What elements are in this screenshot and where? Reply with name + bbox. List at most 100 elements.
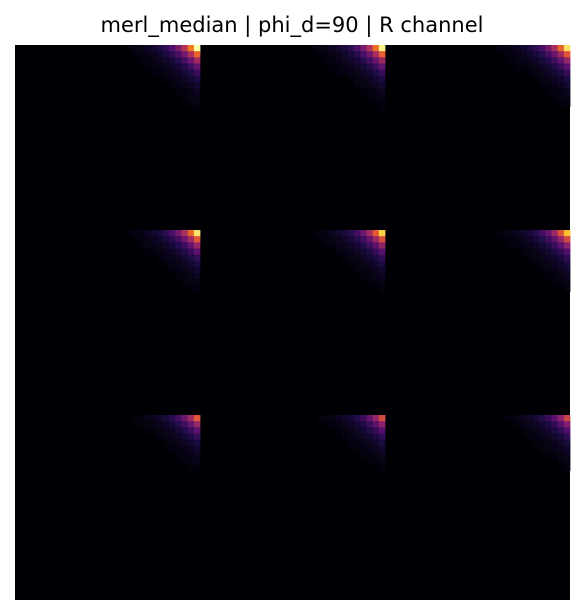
heatmap-cell [551,415,559,422]
heatmap-cell [354,427,361,434]
heatmap-cell [557,45,565,52]
heatmap-cell [181,248,189,256]
heatmap-cell [360,248,367,256]
heatmap-cell [545,267,552,274]
heatmap-cell [193,69,201,77]
heatmap-cell [533,421,540,428]
heatmap-cell [187,100,195,108]
heatmap-cell [138,57,145,64]
heatmap-cell [539,445,546,453]
heatmap-cell [539,69,546,77]
heatmap-cell [378,254,386,262]
heatmap-cell [163,57,170,64]
heatmap-cell [156,63,164,71]
heatmap-cell [348,57,355,64]
heatmap-cell [360,427,367,434]
heatmap-cell [175,75,182,83]
heatmap-cell [545,51,552,58]
heatmap-cell [378,260,386,268]
heatmap-cell [526,57,534,64]
heatmap-cell [187,464,195,471]
heatmap-cell [317,236,324,243]
heatmap-cell [169,69,176,77]
heatmap-cell [557,415,565,422]
heatmap-cell [533,439,540,447]
heatmap-cell [175,415,182,422]
heatmap-cell [557,452,565,459]
heatmap-cell [378,242,386,249]
heatmap-cell [372,45,380,52]
heatmap-cell [311,230,318,237]
heatmap-cell [378,248,386,256]
heatmap-cell [557,445,565,453]
heatmap-cell [557,75,565,83]
heatmap-cell [169,254,176,262]
heatmap-cell [138,242,145,249]
heatmap-cell [323,51,330,58]
heatmap-cell [150,415,158,422]
heatmap-cell [193,57,201,64]
heatmap-cell [175,452,182,459]
heatmap-cell [187,69,195,77]
heatmap-cell [156,69,164,77]
heatmap-cell [348,63,355,71]
heatmap-cell [545,439,552,447]
heatmap-cell [539,45,546,52]
heatmap-cell [539,248,546,256]
heatmap-cell [539,421,546,428]
heatmap-cell [341,69,349,77]
heatmap-cell [348,421,355,428]
heatmap-cell [341,45,349,52]
heatmap-cell [557,63,565,71]
heatmap-cell [181,94,189,101]
heatmap-cell [341,415,349,422]
heatmap-cell [354,69,361,77]
heatmap-cell [193,88,201,95]
heatmap-cell [156,242,164,249]
heatmap-cell [144,242,152,249]
heatmap-cell [181,433,189,441]
heatmap-cell [563,285,571,293]
heatmap-cell [514,421,522,428]
heatmap-cell [378,230,386,237]
heatmap-cell [175,242,182,249]
heatmap-cell [354,51,361,58]
heatmap-cell [366,421,374,428]
heatmap-cell [156,254,164,262]
heatmap-cell [366,75,374,83]
heatmap-cell [563,236,571,243]
heatmap-cell [366,445,374,453]
heatmap-cell [557,94,565,101]
heatmap-cell [193,267,201,274]
heatmap-cell [563,57,571,64]
heatmap-cell [557,267,565,274]
heatmap-cell [563,273,571,280]
heatmap-tile-r1-c0 [126,230,201,293]
heatmap-cell [341,236,349,243]
heatmap-cell [551,94,559,101]
heatmap-cell [520,242,528,249]
heatmap-cell [551,51,559,58]
heatmap-cell [181,439,189,447]
heatmap-cell [181,415,189,422]
heatmap-cell [372,57,380,64]
heatmap-cell [378,464,386,471]
heatmap-cell [378,273,386,280]
heatmap-cell [169,421,176,428]
heatmap-cell [520,63,528,71]
heatmap-cell [360,452,367,459]
heatmap-cell [354,445,361,453]
heatmap-cell [533,45,540,52]
heatmap-cell [557,273,565,280]
heatmap-cell [372,75,380,83]
heatmap-cell [563,100,571,108]
heatmap-cell [539,433,546,441]
heatmap-cell [193,260,201,268]
heatmap-cell [378,75,386,83]
heatmap-cell [502,230,509,237]
heatmap-cell [539,57,546,64]
heatmap-cell [366,242,374,249]
heatmap-cell [335,427,343,434]
heatmap-cell [526,236,534,243]
